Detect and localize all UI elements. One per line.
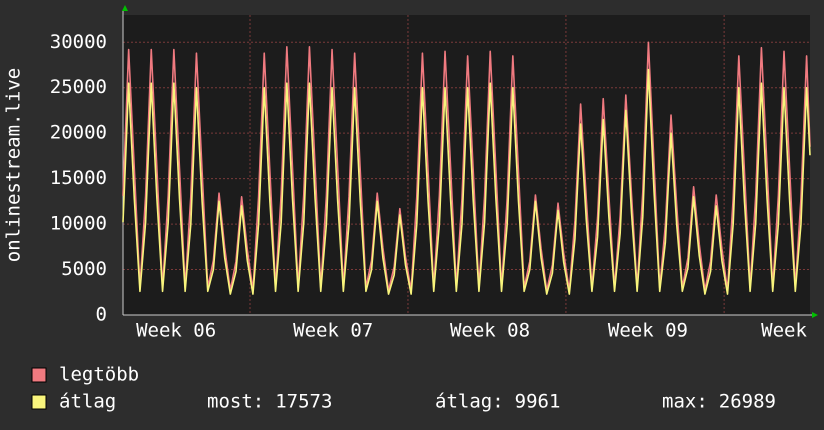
series-line	[122, 41, 811, 292]
y-tick-label: 25000	[50, 76, 107, 98]
legend-swatch	[31, 394, 47, 410]
summary-value: 9961	[515, 391, 561, 413]
summary-label: átlag:	[435, 391, 504, 413]
marks	[122, 41, 811, 295]
y-tick-label: 10000	[50, 213, 107, 235]
y-tick-label: 5000	[61, 258, 107, 280]
summary-label: max:	[662, 391, 708, 413]
x-tick-label: Week 08	[450, 320, 530, 342]
x-tick-label: Week	[761, 320, 807, 342]
x-arrow	[812, 312, 818, 318]
y-axis-label: onlinestream.live	[3, 68, 25, 262]
x-tick-label: Week 09	[608, 320, 688, 342]
y-tick-label: 30000	[50, 31, 107, 53]
x-tick-label: Week 06	[136, 320, 216, 342]
legend-swatch	[31, 367, 47, 383]
y-tick-label: 15000	[50, 167, 107, 189]
y-tick-label: 0	[96, 304, 107, 326]
summary-label: most:	[207, 391, 264, 413]
x-tick-label: Week 07	[293, 320, 373, 342]
y-tick-label: 20000	[50, 122, 107, 144]
legend-label: átlag	[59, 391, 116, 413]
series-line	[122, 68, 811, 295]
y-arrow	[122, 5, 128, 11]
summary-value: 26989	[719, 391, 776, 413]
summary-value: 17573	[275, 391, 332, 413]
legend-label: legtöbb	[59, 364, 139, 386]
legend: legtöbb átlag most: 17573 átlag: 9961 max: 2698…	[31, 364, 776, 413]
